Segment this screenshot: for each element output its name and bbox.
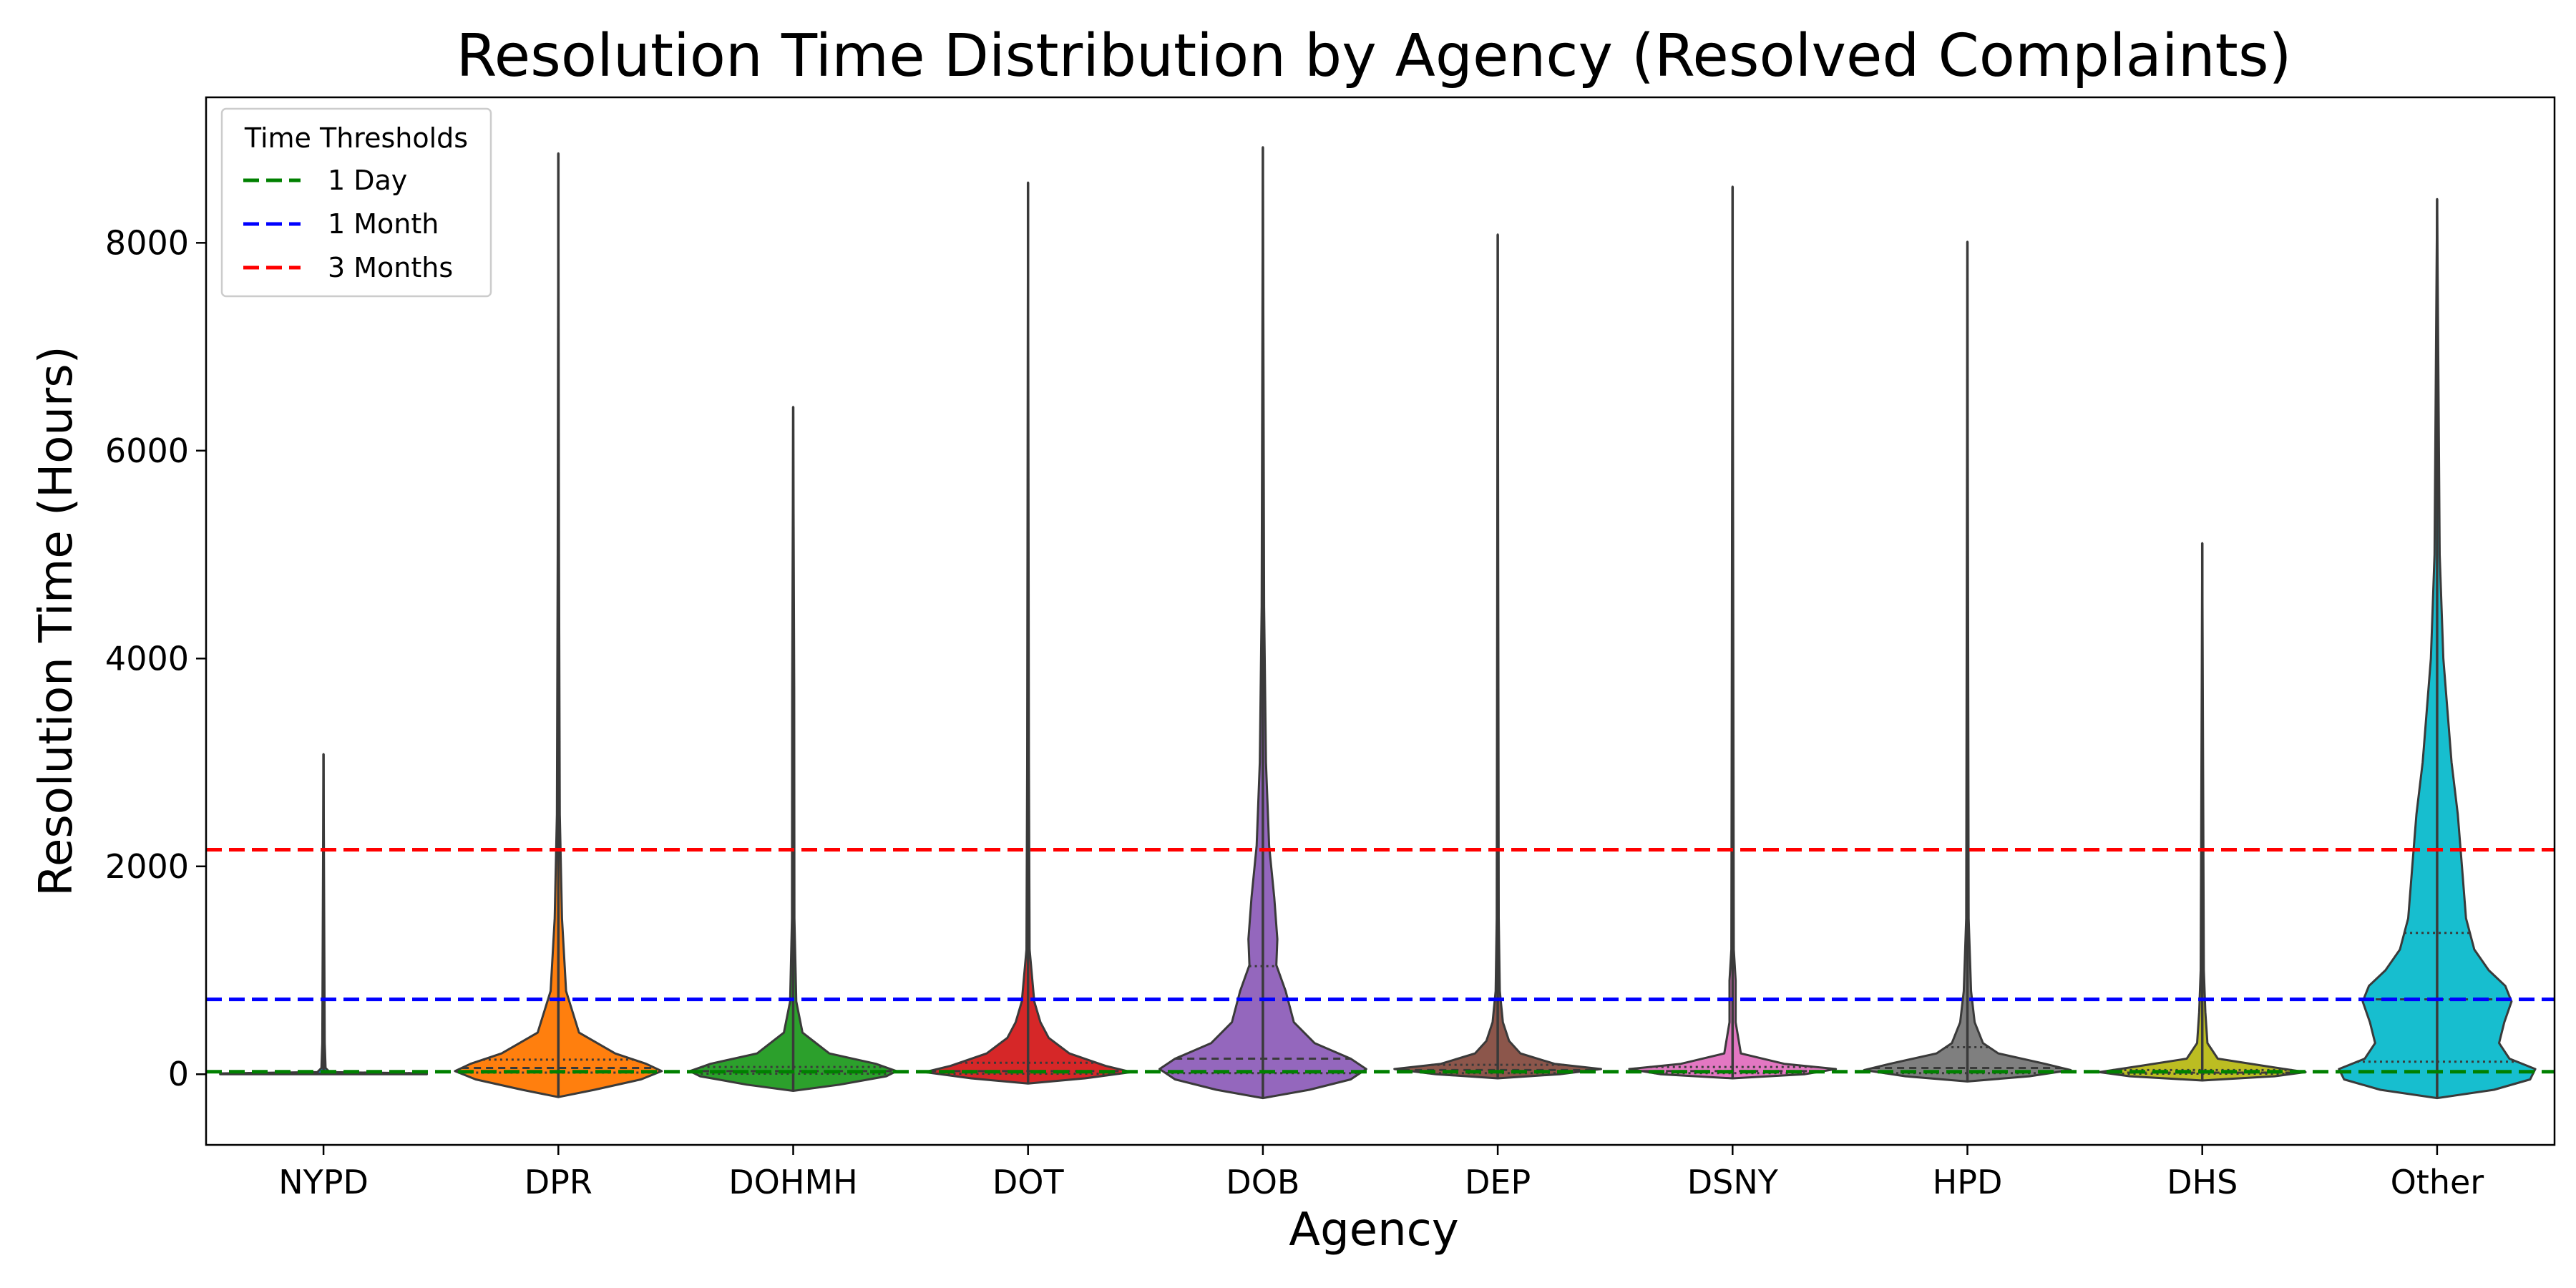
legend-title: Time Thresholds xyxy=(244,122,468,154)
legend-label: 1 Day xyxy=(328,165,407,196)
chart-title: Resolution Time Distribution by Agency (… xyxy=(456,22,2291,90)
legend-label: 3 Months xyxy=(328,252,453,283)
y-tick-label: 8000 xyxy=(105,223,189,262)
legend-label: 1 Month xyxy=(328,208,439,240)
y-tick-label: 4000 xyxy=(105,639,189,678)
axes-frame xyxy=(205,96,2556,1146)
y-tick-label: 0 xyxy=(168,1055,189,1093)
x-tick-label: DOT xyxy=(992,1163,1065,1201)
x-tick-label: DOHMH xyxy=(728,1163,858,1201)
x-tick-label: NYPD xyxy=(278,1163,369,1201)
legend-frame xyxy=(220,107,492,298)
x-tick-label: DHS xyxy=(2167,1163,2238,1201)
x-tick-label: DSNY xyxy=(1687,1163,1779,1201)
x-tick-label: DEP xyxy=(1465,1163,1531,1201)
y-tick-label: 2000 xyxy=(105,847,189,886)
x-axis-label: Agency xyxy=(1289,1204,1458,1257)
y-axis-label: Resolution Time (Hours) xyxy=(30,346,83,896)
legend: Time Thresholds 1 Day 1 Month 3 Months xyxy=(220,107,492,298)
x-tick-label: Other xyxy=(2391,1163,2484,1201)
y-tick-label: 6000 xyxy=(105,431,189,470)
plot-area: 0 2000 4000 6000 8000 NYPD DPR DOHMH DOT DOB DEP DS… xyxy=(105,96,2556,1201)
x-tick-label: DOB xyxy=(1226,1163,1299,1201)
x-tick-label: DPR xyxy=(525,1163,592,1201)
x-tick-label: HPD xyxy=(1933,1163,2003,1201)
